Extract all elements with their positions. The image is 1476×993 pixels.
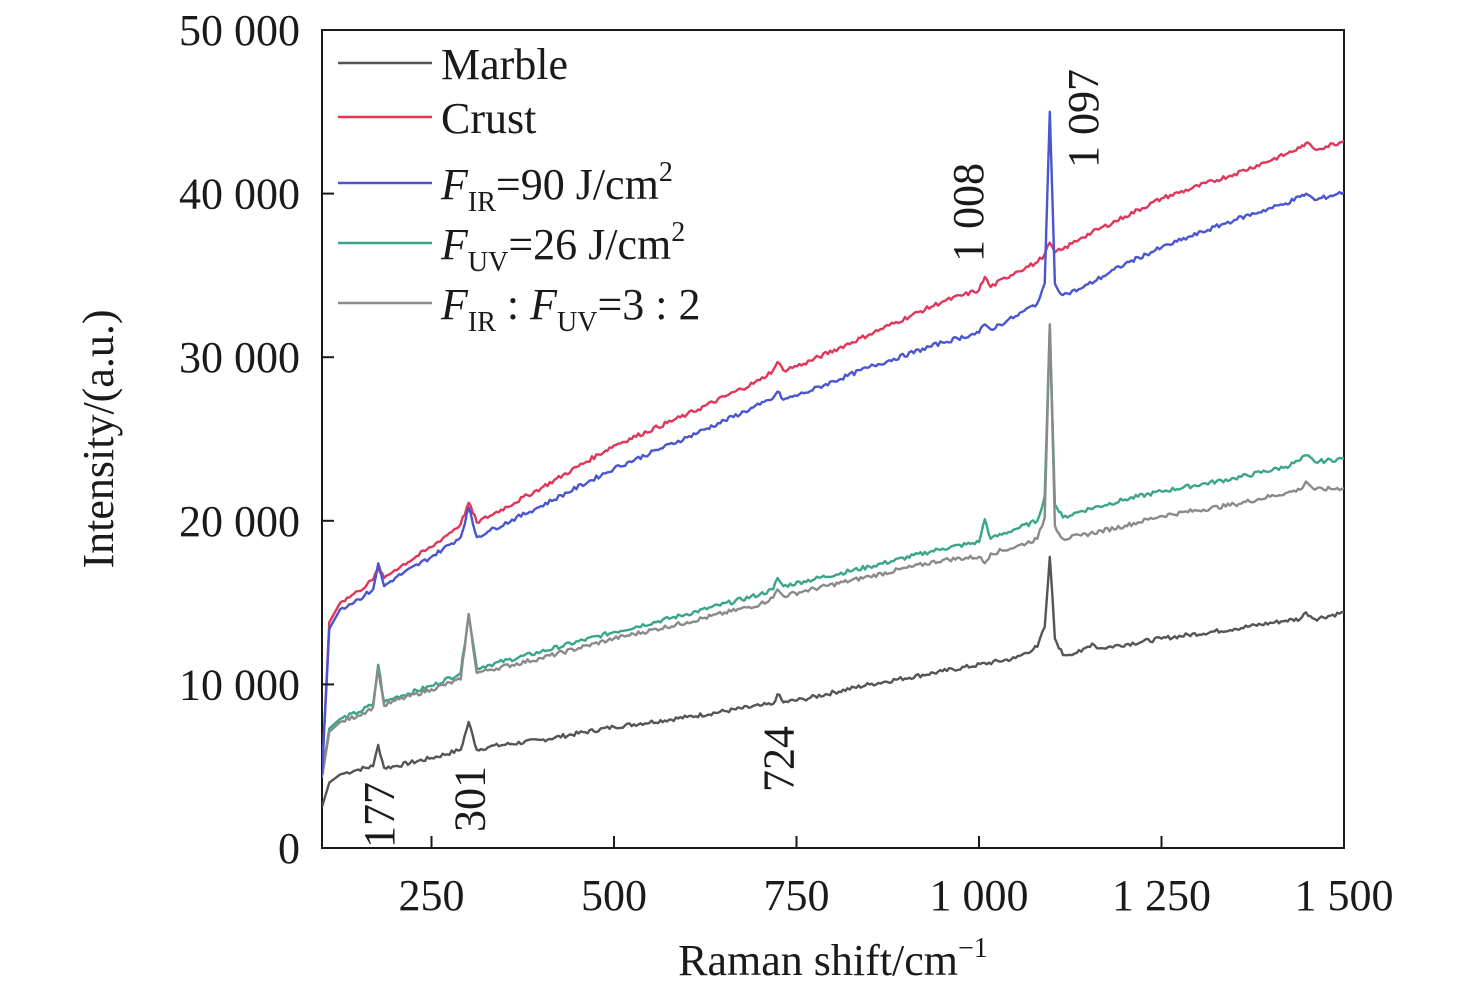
series-line-4	[322, 140, 1344, 775]
y-tick-label: 50 000	[179, 6, 300, 55]
x-tick-label: 750	[764, 871, 830, 920]
legend-label: FIR=90 J/cm2	[440, 157, 673, 218]
legend-label: FUV=26 J/cm2	[440, 217, 685, 278]
y-tick-label: 30 000	[179, 333, 300, 382]
x-axis-title-text: Raman shift/cm	[678, 936, 958, 985]
y-tick-label: 10 000	[179, 660, 300, 709]
x-axis-title-sup: −1	[958, 933, 988, 964]
x-tick-label: 1 500	[1295, 871, 1394, 920]
x-tick-label: 1 250	[1112, 871, 1211, 920]
peak-labels: 177 301 724 1 008 1 097	[355, 69, 1108, 848]
legend-label: FIR : FUV=3 : 2	[440, 280, 701, 338]
plot-frame	[321, 29, 1345, 849]
x-tick-label: 500	[581, 871, 647, 920]
peak-label: 301	[446, 766, 495, 832]
y-axis-title: Intensity/(a.u.)	[74, 309, 123, 568]
peak-label: 177	[355, 782, 404, 848]
series-line-5	[322, 110, 1344, 775]
series-layer	[322, 110, 1344, 808]
x-tick-label: 1 000	[930, 871, 1029, 920]
series-line-1	[322, 555, 1344, 808]
y-tick-label: 20 000	[179, 497, 300, 546]
peak-label: 1 008	[944, 163, 993, 262]
peak-label: 1 097	[1059, 69, 1108, 168]
x-tick-label: 250	[399, 871, 465, 920]
legend-label: Crust	[441, 94, 536, 143]
peak-label: 724	[755, 726, 804, 792]
series-line-3	[322, 323, 1344, 778]
series-line-2	[322, 323, 1344, 775]
x-axis-title: Raman shift/cm−1	[678, 933, 988, 985]
legend-label: Marble	[441, 40, 568, 89]
y-tick-label: 40 000	[179, 170, 300, 219]
y-tick-label: 0	[278, 824, 300, 873]
ticks-layer: 250 500 750 1 000 1 250 1 500 0 10 000 20 000 30 …	[179, 6, 1394, 920]
